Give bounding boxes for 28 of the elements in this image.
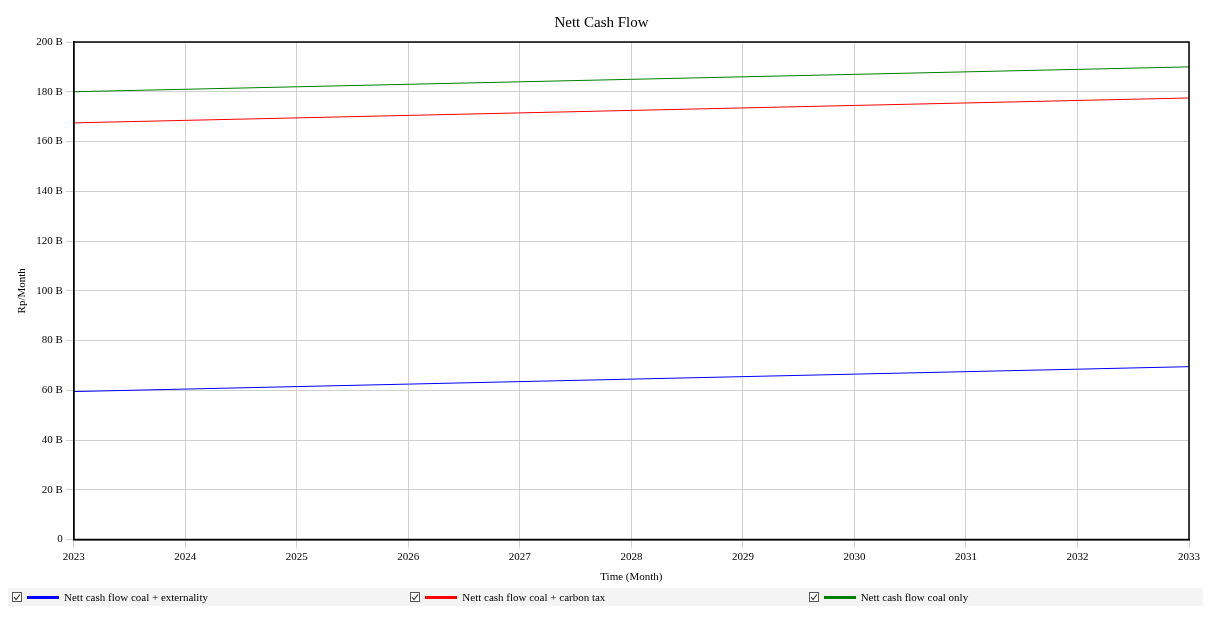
y-tick-label: 180 B	[36, 84, 63, 97]
x-tick-label: 2032	[1066, 550, 1089, 563]
x-tick-label: 2023	[62, 550, 86, 563]
x-tick-label: 2030	[843, 550, 866, 563]
y-tick-label: 20 B	[41, 482, 63, 495]
y-tick-label: 60 B	[41, 383, 63, 396]
y-tick-label: 100 B	[36, 283, 63, 296]
x-tick-label: 2024	[174, 550, 197, 563]
x-tick-label: 2025	[285, 550, 309, 563]
y-tick-label: 40 B	[41, 432, 63, 445]
y-tick-label: 160 B	[36, 134, 63, 147]
x-tick-label: 2028	[620, 550, 643, 563]
y-tick-label: 0	[57, 532, 64, 545]
x-axis-title: Time (Month)	[600, 570, 663, 584]
x-tick-label: 2027	[508, 550, 532, 563]
legend-label: Nett cash flow coal only	[860, 591, 969, 603]
chart-title: Nett Cash Flow	[554, 13, 649, 30]
y-tick-label: 200 B	[36, 34, 63, 47]
y-tick-label: 120 B	[36, 233, 63, 246]
x-tick-label: 2029	[731, 550, 755, 563]
x-tick-label: 2033	[1178, 550, 1201, 563]
y-tick-label: 80 B	[41, 333, 63, 346]
legend-label: Nett cash flow coal + externality	[64, 591, 208, 603]
y-axis-title: Rp/Month	[15, 267, 28, 314]
x-tick-label: 2026	[397, 550, 420, 563]
x-tick-label: 2031	[954, 550, 977, 563]
legend-label: Nett cash flow coal + carbon tax	[462, 591, 606, 603]
y-tick-label: 140 B	[36, 184, 63, 197]
